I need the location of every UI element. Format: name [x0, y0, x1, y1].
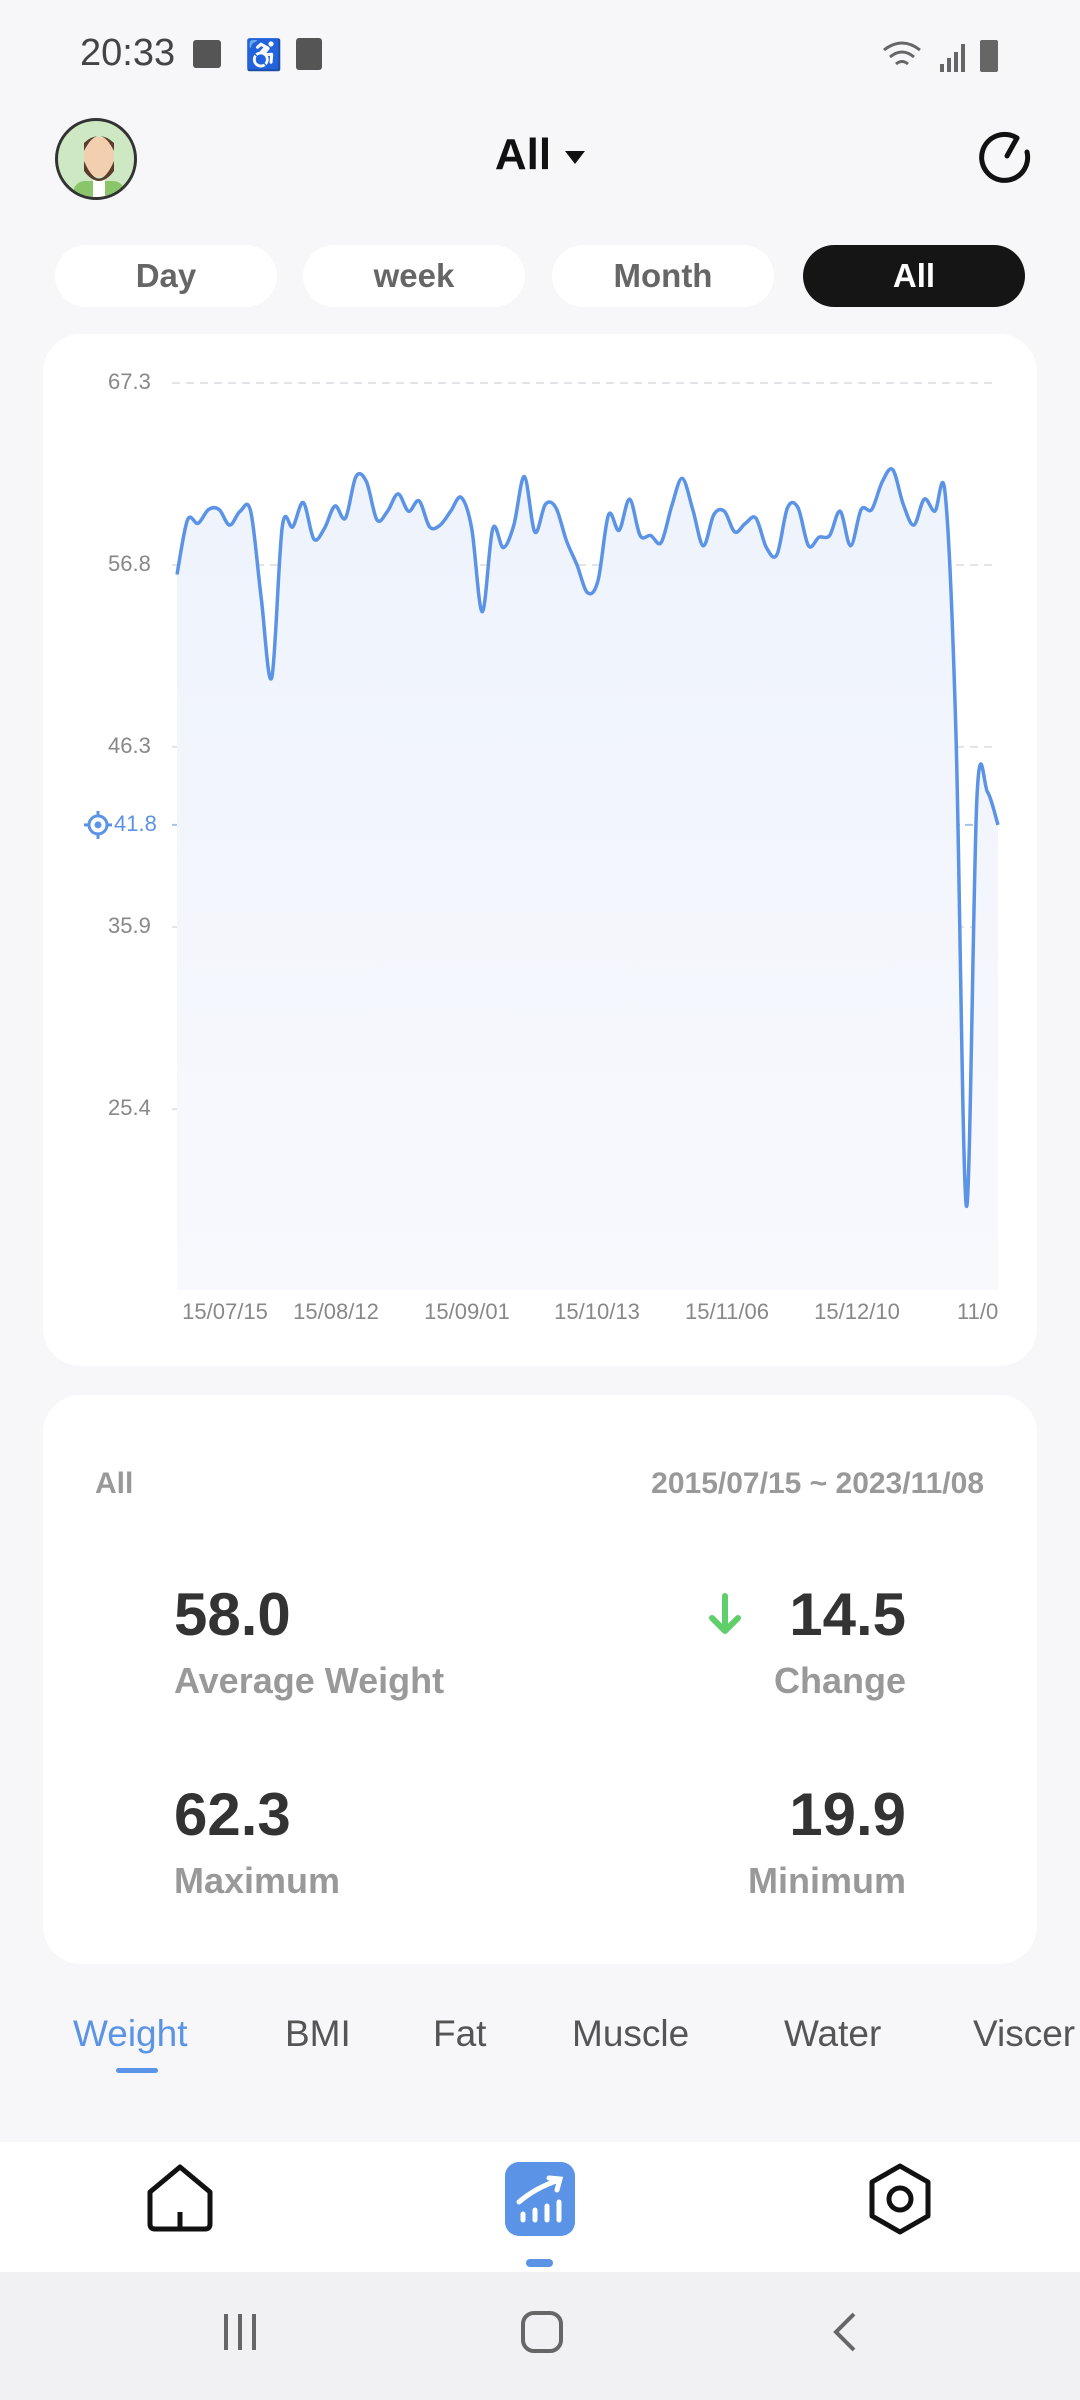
x-tick-label: 15/12/10: [814, 1299, 900, 1324]
range-tab-week[interactable]: week: [303, 245, 525, 307]
metric-tab-water[interactable]: Water: [784, 2013, 882, 2054]
x-tick-label: 15/10/13: [554, 1299, 640, 1324]
settings-icon[interactable]: [865, 2162, 935, 2236]
target-icon: [84, 810, 112, 839]
wifi-icon: [883, 41, 921, 66]
target-label: 41.8: [114, 810, 157, 836]
refresh-icon[interactable]: [977, 130, 1035, 188]
x-tick-label: 15/11/06: [684, 1299, 770, 1324]
x-tick-label: 15/07/15: [182, 1299, 268, 1324]
bottom-nav: [0, 2142, 1080, 2272]
maximum-label: Maximum: [174, 1860, 341, 1901]
summary-date-range: 2015/07/15 ~ 2023/11/08: [651, 1467, 984, 1500]
period-title: All: [494, 130, 552, 179]
change-label: Change: [773, 1660, 906, 1701]
status-right-icons: [883, 40, 998, 72]
metric-tab-visceral[interactable]: Viscer: [973, 2013, 1076, 2054]
minimum-label: Minimum: [748, 1860, 906, 1901]
x-tick-label: 15/09/01: [424, 1299, 510, 1324]
active-nav-indicator: [526, 2259, 553, 2267]
arrow-down-icon: [709, 1593, 741, 1634]
area-fill: [177, 468, 998, 1291]
home-icon[interactable]: [145, 2162, 215, 2234]
image-icon: [193, 40, 221, 68]
y-tick-label: 67.3: [108, 369, 151, 394]
range-tab-all[interactable]: All: [803, 245, 1025, 307]
y-tick-label: 46.3: [108, 732, 151, 758]
avatar[interactable]: [55, 118, 137, 200]
trend-chart-icon[interactable]: [505, 2162, 575, 2236]
range-tab-month[interactable]: Month: [552, 245, 774, 307]
clock-icon: [296, 38, 322, 70]
period-selector[interactable]: All: [0, 130, 1080, 180]
minimum-value: 19.9: [789, 1781, 906, 1848]
metric-tab-bmi[interactable]: BMI: [285, 2013, 351, 2054]
metric-tab-weight[interactable]: Weight: [73, 2013, 188, 2054]
average-weight-label: Average Weight: [174, 1660, 445, 1701]
signal-icon: [940, 44, 965, 72]
y-tick-label: 56.8: [108, 550, 151, 576]
x-tick-label: 11/0: [957, 1299, 999, 1324]
x-tick-label: 15/08/12: [293, 1299, 379, 1324]
home-system-icon[interactable]: [520, 2310, 564, 2354]
back-icon[interactable]: [830, 2310, 860, 2354]
weight-series-line: [175, 467, 1000, 1208]
active-tab-indicator: [116, 2068, 158, 2073]
battery-icon: [980, 40, 998, 72]
status-time: 20:33: [80, 32, 176, 74]
average-weight-value: 58.0: [174, 1581, 291, 1648]
y-tick-label: 35.9: [108, 913, 151, 939]
maximum-value: 62.3: [174, 1781, 291, 1848]
metric-tab-fat[interactable]: Fat: [433, 2013, 487, 2054]
caret-down-icon: [565, 150, 586, 164]
summary-period: All: [95, 1467, 134, 1500]
metric-tab-muscle[interactable]: Muscle: [572, 2013, 690, 2054]
y-tick-label: 25.4: [108, 1095, 151, 1121]
summary-card: [43, 1395, 1037, 1964]
recent-apps-icon[interactable]: [220, 2310, 260, 2354]
system-nav-bar: [0, 2272, 1080, 2400]
accessibility-icon: ♿: [245, 39, 283, 72]
weight-line-chart[interactable]: [0, 0, 1080, 1400]
change-value: 14.5: [789, 1581, 906, 1648]
range-tab-day[interactable]: Day: [55, 245, 277, 307]
